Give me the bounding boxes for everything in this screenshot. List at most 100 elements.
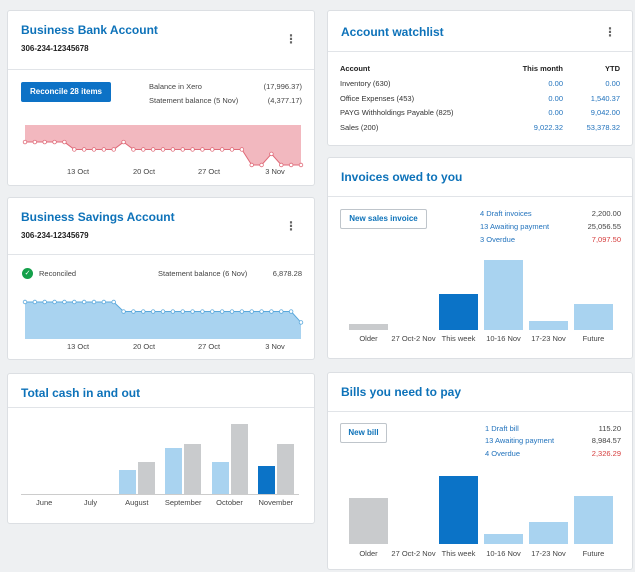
cash-in-bar[interactable] xyxy=(165,447,183,494)
bank-balance-point[interactable] xyxy=(62,139,67,145)
savings-balance-point[interactable] xyxy=(72,299,77,305)
bank-balance-point[interactable] xyxy=(150,147,156,152)
savings-balance-point[interactable] xyxy=(180,309,185,314)
watchlist-row[interactable]: PAYG Withholdings Payable (825) 0.00 9,042… xyxy=(340,108,620,121)
savings-balance-point[interactable] xyxy=(219,309,225,314)
bank-balance-point[interactable] xyxy=(200,147,205,152)
total-cash-title[interactable]: Total cash in and out xyxy=(21,386,141,400)
bank-more-options-icon[interactable]: ⋮ xyxy=(285,32,297,46)
new-sales-invoice-button[interactable]: New sales invoice xyxy=(340,209,427,229)
watchlist-ytd-value[interactable]: 0.00 xyxy=(605,79,620,88)
bank-balance-point[interactable] xyxy=(22,139,28,145)
bills-bar[interactable] xyxy=(573,496,614,544)
bank-balance-point[interactable] xyxy=(52,139,57,145)
watchlist-month-value[interactable]: 9,022.32 xyxy=(533,122,563,132)
bank-balance-point[interactable] xyxy=(269,151,274,157)
bank-balance-point[interactable] xyxy=(210,147,215,152)
new-bill-button[interactable]: New bill xyxy=(340,423,387,443)
bank-balance-point[interactable] xyxy=(72,147,77,152)
savings-balance-point[interactable] xyxy=(150,309,156,314)
savings-balance-point[interactable] xyxy=(141,309,146,314)
watchlist-more-options-icon[interactable]: ⋮ xyxy=(604,25,616,39)
bank-balance-point[interactable] xyxy=(42,139,47,145)
savings-account-title[interactable]: Business Savings Account xyxy=(21,210,175,224)
savings-balance-point[interactable] xyxy=(91,299,97,305)
watchlist-ytd-value[interactable]: 9,042.00 xyxy=(590,108,620,117)
bank-balance-point[interactable] xyxy=(279,162,284,168)
bank-balance-point[interactable] xyxy=(259,162,264,168)
overdue-bills-link[interactable]: 4 Overdue xyxy=(485,449,521,458)
invoices-bar[interactable] xyxy=(483,260,524,330)
bank-balance-point[interactable] xyxy=(101,147,107,152)
savings-balance-point[interactable] xyxy=(269,309,274,314)
savings-balance-point[interactable] xyxy=(121,309,126,314)
savings-balance-point[interactable] xyxy=(62,299,67,305)
savings-balance-point[interactable] xyxy=(229,309,235,314)
bank-balance-point[interactable] xyxy=(81,147,87,152)
bills-bar[interactable] xyxy=(348,497,389,544)
overdue-invoices-link[interactable]: 3 Overdue xyxy=(480,235,516,244)
bank-balance-point[interactable] xyxy=(141,147,146,152)
bank-balance-point[interactable] xyxy=(239,147,245,152)
bills-bar[interactable] xyxy=(438,476,479,544)
savings-more-options-icon[interactable]: ⋮ xyxy=(285,219,297,233)
bank-balance-point[interactable] xyxy=(229,147,235,152)
savings-balance-point[interactable] xyxy=(101,299,107,305)
invoices-bar[interactable] xyxy=(348,324,389,330)
savings-balance-point[interactable] xyxy=(131,309,136,314)
bills-bar[interactable] xyxy=(528,522,569,544)
bank-balance-point[interactable] xyxy=(91,147,97,152)
cash-out-bar[interactable] xyxy=(137,461,155,494)
watchlist-row[interactable]: Inventory (630) 0.00 0.00 xyxy=(340,79,620,92)
draft-invoices-link[interactable]: 4 Draft invoices xyxy=(480,209,532,218)
watchlist-row[interactable]: Office Expenses (453) 0.00 1,540.37 xyxy=(340,94,620,107)
savings-balance-point[interactable] xyxy=(32,299,38,305)
bills-bar[interactable] xyxy=(483,533,524,544)
invoices-bar[interactable] xyxy=(573,304,614,330)
watchlist-month-value[interactable]: 0.00 xyxy=(548,79,563,88)
savings-balance-point[interactable] xyxy=(42,299,47,305)
savings-balance-point[interactable] xyxy=(52,299,57,305)
bank-balance-point[interactable] xyxy=(298,162,304,168)
cash-out-bar[interactable] xyxy=(276,443,294,494)
savings-balance-point[interactable] xyxy=(200,309,205,314)
watchlist-ytd-value[interactable]: 1,540.37 xyxy=(590,93,620,103)
savings-balance-point[interactable] xyxy=(170,309,176,314)
bills-awaiting-payment-link[interactable]: 13 Awaiting payment xyxy=(485,436,555,445)
watchlist-month-value[interactable]: 0.00 xyxy=(548,93,563,103)
savings-balance-point[interactable] xyxy=(81,299,87,305)
bank-balance-point[interactable] xyxy=(111,147,116,152)
cash-in-bar[interactable] xyxy=(211,461,229,494)
bank-balance-point[interactable] xyxy=(160,147,166,152)
savings-balance-point[interactable] xyxy=(288,309,294,314)
savings-balance-point[interactable] xyxy=(210,309,215,314)
savings-balance-point[interactable] xyxy=(22,299,28,305)
bank-balance-point[interactable] xyxy=(190,147,195,152)
savings-balance-point[interactable] xyxy=(259,309,264,314)
cash-in-bar[interactable] xyxy=(118,470,136,494)
savings-balance-point[interactable] xyxy=(298,320,304,325)
bank-balance-point[interactable] xyxy=(249,162,254,168)
watchlist-row[interactable]: Sales (200) 9,022.32 53,378.32 xyxy=(340,123,620,136)
bank-balance-point[interactable] xyxy=(219,147,225,152)
invoices-bar[interactable] xyxy=(528,320,569,330)
watchlist-month-value[interactable]: 0.00 xyxy=(548,108,563,117)
awaiting-payment-link[interactable]: 13 Awaiting payment xyxy=(480,222,550,231)
savings-balance-point[interactable] xyxy=(239,309,245,314)
bank-account-title[interactable]: Business Bank Account xyxy=(21,23,158,37)
invoices-bar[interactable] xyxy=(438,293,479,330)
savings-balance-point[interactable] xyxy=(160,309,166,314)
savings-balance-point[interactable] xyxy=(190,309,195,314)
reconcile-button[interactable]: Reconcile 28 items xyxy=(21,82,111,102)
bank-balance-point[interactable] xyxy=(131,147,136,152)
watchlist-ytd-value[interactable]: 53,378.32 xyxy=(586,122,620,132)
bank-balance-point[interactable] xyxy=(180,147,185,152)
bank-balance-point[interactable] xyxy=(121,139,126,145)
bank-balance-point[interactable] xyxy=(288,162,294,168)
savings-balance-point[interactable] xyxy=(111,299,116,305)
invoices-title[interactable]: Invoices owed to you xyxy=(341,170,463,184)
bank-balance-point[interactable] xyxy=(170,147,176,152)
cash-out-bar[interactable] xyxy=(230,424,248,494)
draft-bill-link[interactable]: 1 Draft bill xyxy=(485,424,519,433)
cash-in-bar[interactable] xyxy=(257,466,275,494)
